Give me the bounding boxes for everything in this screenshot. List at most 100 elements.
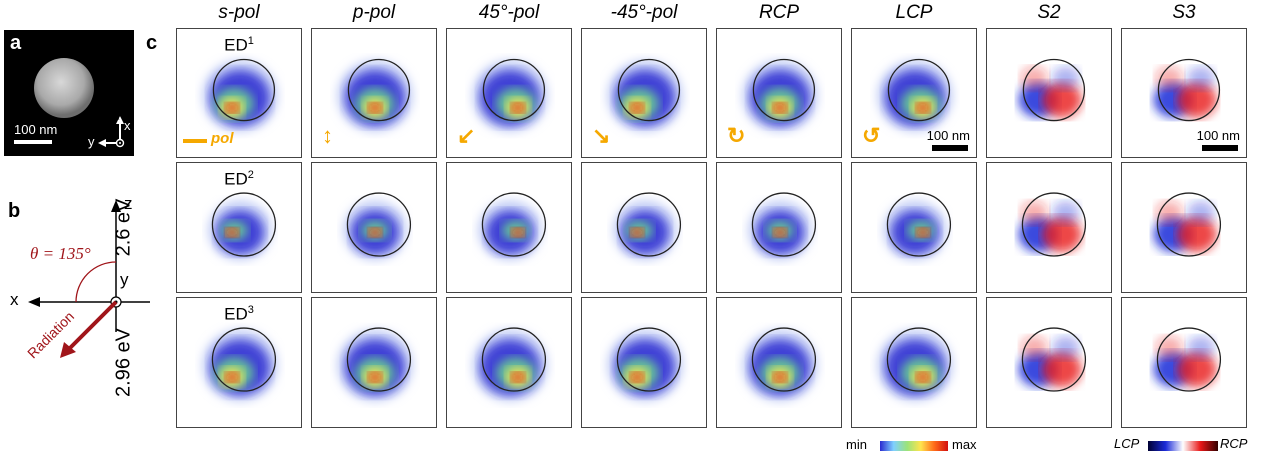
field-map: [1153, 327, 1222, 392]
field-map: [877, 58, 953, 132]
map-tile: 100 nm: [1121, 28, 1247, 158]
particle-outline: [481, 327, 547, 392]
particle-outline: [752, 58, 816, 122]
particle-outline: [751, 327, 817, 392]
scale-label-a: 100 nm: [14, 122, 58, 137]
panel-letter-a-overlay: a: [10, 32, 22, 54]
column-header: RCP: [758, 2, 800, 23]
scale-label: 100 nm: [926, 128, 970, 143]
row-energy-label: 1.8 eV: [112, 63, 135, 122]
map-tile: ↙: [446, 28, 572, 158]
field-map: [748, 192, 817, 260]
intensity-max-label: max: [952, 437, 977, 452]
stokes-left-label: LCP: [1114, 436, 1140, 451]
stokes-colorbar: [1148, 441, 1218, 451]
diagonal-arrow-icon: ↙: [457, 123, 476, 148]
antidiagonal-arrow-icon: ↘: [592, 123, 611, 148]
field-map: [613, 192, 682, 260]
mode-index: 1: [247, 35, 254, 47]
map-tile: [446, 162, 572, 293]
particle-outline: [346, 192, 412, 257]
particle-outline: [616, 327, 682, 392]
particle-outline: [481, 192, 547, 257]
row-energy-label: 2.6 eV: [112, 198, 135, 256]
axis-x-label-b: x: [10, 290, 19, 309]
mode-label: ED3: [177, 304, 301, 325]
field-map: [472, 327, 548, 401]
map-tile: [986, 28, 1112, 158]
geometry-diagram: [28, 200, 150, 358]
field-map: [337, 58, 413, 132]
particle-outline: [1021, 192, 1087, 257]
field-map: [883, 192, 952, 260]
map-tile: [986, 162, 1112, 293]
field-map: [343, 192, 412, 260]
particle-outline: [1156, 327, 1222, 392]
particle-outline: [616, 192, 682, 257]
particle-outline: [212, 58, 276, 122]
sem-image: 100 nm x y: [4, 30, 134, 156]
field-map: [1153, 58, 1221, 122]
map-tile: ↺ 100 nm: [851, 28, 977, 158]
pol-label: pol: [211, 130, 234, 147]
column-header: 45°-pol: [478, 2, 540, 23]
row-energy-label: 2.96 eV: [112, 327, 135, 397]
vertical-arrow-icon: ↕: [322, 123, 333, 148]
axis-y-label-b: y: [120, 270, 129, 289]
field-map: [478, 192, 547, 260]
map-tile: ↘: [581, 28, 707, 158]
intensity-colorbar: [880, 441, 948, 451]
map-tile: [1121, 162, 1247, 293]
map-tile: [851, 297, 977, 428]
map-tile: ED1 pol: [176, 28, 302, 158]
horizontal-arrow-icon: [183, 139, 207, 143]
field-map: [877, 327, 953, 401]
particle-outline: [886, 327, 952, 392]
map-tile: ED3: [176, 297, 302, 428]
column-header: S2: [1037, 2, 1061, 23]
column-header: LCP: [895, 2, 933, 23]
map-tile: [851, 162, 977, 293]
map-tile: [446, 297, 572, 428]
field-map: [742, 58, 818, 132]
field-map: [1018, 327, 1087, 392]
axis-x-label-a: x: [124, 118, 131, 133]
mode-index: 3: [247, 304, 254, 316]
particle-outline: [211, 192, 277, 257]
particle-outline: [1022, 58, 1086, 122]
field-map: [472, 58, 548, 132]
mode-label: ED2: [177, 169, 301, 190]
particle-outline: [1156, 192, 1222, 257]
panel-letter-c: c: [146, 32, 158, 54]
axis-z-label-b: z: [124, 194, 133, 213]
scale-label: 100 nm: [1196, 128, 1240, 143]
field-map: [742, 327, 818, 401]
field-map: [1018, 192, 1087, 257]
particle-outline: [346, 327, 412, 392]
field-map: [1153, 192, 1222, 257]
field-map: [607, 327, 683, 401]
particle-outline: [751, 192, 817, 257]
field-map: [208, 192, 277, 260]
rcp-arrow-icon: ↻: [727, 123, 746, 148]
column-header: -45°-pol: [610, 2, 678, 23]
map-tile: ↻: [716, 28, 842, 158]
scale-bar: [1202, 145, 1238, 151]
particle-outline: [347, 58, 411, 122]
map-tile: [581, 297, 707, 428]
field-map: [202, 327, 278, 401]
particle-outline: [617, 58, 681, 122]
map-tile: [581, 162, 707, 293]
column-header: s-pol: [218, 2, 260, 23]
map-tile: [986, 297, 1112, 428]
mode-name: ED: [224, 169, 248, 189]
mode-label: ED1: [177, 35, 301, 56]
theta-label: θ = 135°: [30, 244, 91, 263]
particle-outline: [1157, 58, 1221, 122]
scale-bar: [932, 145, 968, 151]
map-tile: [716, 162, 842, 293]
lcp-arrow-icon: ↺: [862, 123, 881, 148]
mode-name: ED: [224, 35, 248, 55]
field-map: [607, 58, 683, 132]
map-tile: ED2: [176, 162, 302, 293]
